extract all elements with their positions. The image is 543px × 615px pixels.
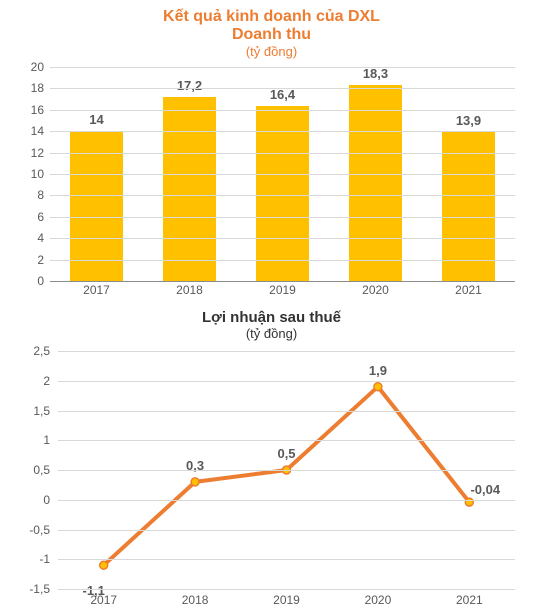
bar-y-axis: 02468101214161820	[18, 67, 48, 281]
line-y-tick: 2	[43, 374, 50, 388]
line-value-label: 1,9	[369, 363, 387, 378]
bar-x-label: 2021	[422, 283, 515, 305]
line-y-tick: -1	[39, 552, 50, 566]
bar-chart-title-2: Doanh thu	[18, 26, 525, 44]
bar: 17,2	[163, 97, 215, 281]
bar-x-label: 2018	[143, 283, 236, 305]
bar-chart-title-block: Kết quả kinh doanh của DXL Doanh thu (tỷ…	[18, 8, 525, 59]
bar-value-label: 14	[89, 112, 103, 131]
line-x-label: 2018	[149, 593, 240, 615]
line-x-label: 2020	[332, 593, 423, 615]
line-value-label: -0,04	[470, 482, 500, 497]
line-y-tick: 2,5	[33, 344, 50, 358]
bar-x-axis: 20172018201920202021	[50, 283, 515, 305]
bar-gridline	[50, 174, 515, 175]
bar-y-tick: 16	[31, 103, 44, 117]
bar-gridline	[50, 260, 515, 261]
bar-y-tick: 10	[31, 167, 44, 181]
bar-chart: 02468101214161820 1417,216,418,313,9 201…	[18, 67, 525, 305]
bar-x-label: 2020	[329, 283, 422, 305]
line-marker	[374, 383, 382, 391]
bar-x-label: 2017	[50, 283, 143, 305]
bar-baseline	[50, 281, 515, 282]
line-gridline	[58, 500, 515, 501]
bar-y-tick: 8	[37, 188, 44, 202]
bar-y-tick: 18	[31, 81, 44, 95]
bar-gridline	[50, 67, 515, 68]
bar-y-tick: 20	[31, 60, 44, 74]
line-y-tick: 1,5	[33, 404, 50, 418]
bar-gridline	[50, 153, 515, 154]
bar-y-tick: 2	[37, 253, 44, 267]
line-gridline	[58, 381, 515, 382]
line-y-tick: -1,5	[29, 582, 50, 596]
bar: 18,3	[349, 85, 401, 281]
line-x-label: 2021	[424, 593, 515, 615]
line-gridline	[58, 351, 515, 352]
bar-gridline	[50, 195, 515, 196]
line-gridline	[58, 559, 515, 560]
bar-gridline	[50, 88, 515, 89]
bar-value-label: 18,3	[363, 66, 388, 85]
bar-gridline	[50, 217, 515, 218]
bar-y-tick: 0	[37, 274, 44, 288]
bar: 14	[70, 131, 122, 281]
bar-y-tick: 14	[31, 124, 44, 138]
line-chart-title: Lợi nhuận sau thuế	[18, 309, 525, 326]
line-path	[104, 387, 470, 566]
line-y-tick: 1	[43, 433, 50, 447]
line-value-label: 0,5	[277, 446, 295, 461]
line-gridline	[58, 411, 515, 412]
bar-x-label: 2019	[236, 283, 329, 305]
line-x-label: 2019	[241, 593, 332, 615]
bar-y-tick: 6	[37, 210, 44, 224]
bar-gridline	[50, 238, 515, 239]
line-marker	[100, 561, 108, 569]
bar-y-tick: 4	[37, 231, 44, 245]
line-chart: -1,5-1-0,500,511,522,5 -1,10,30,51,9-0,0…	[18, 345, 525, 615]
line-gridline	[58, 589, 515, 590]
line-x-label: 2017	[58, 593, 149, 615]
line-x-axis: 20172018201920202021	[58, 593, 515, 615]
line-chart-title-block: Lợi nhuận sau thuế (tỷ đồng)	[18, 309, 525, 341]
bar-gridline	[50, 131, 515, 132]
line-y-tick: -0,5	[29, 523, 50, 537]
line-gridline	[58, 470, 515, 471]
line-gridline	[58, 530, 515, 531]
line-chart-subtitle: (tỷ đồng)	[18, 326, 525, 341]
bar-value-label: 13,9	[456, 113, 481, 132]
line-y-tick: 0	[43, 493, 50, 507]
line-gridline	[58, 440, 515, 441]
bar-chart-subtitle: (tỷ đồng)	[18, 44, 525, 59]
bar-gridline	[50, 110, 515, 111]
line-y-axis: -1,5-1-0,500,511,522,5	[18, 351, 56, 589]
bar-chart-title-1: Kết quả kinh doanh của DXL	[18, 8, 525, 26]
line-chart-container: Lợi nhuận sau thuế (tỷ đồng) -1,5 -1 -0,5 0…	[18, 309, 525, 615]
bar-chart-container: Kết quả kinh doanh của DXL Doanh thu (tỷ…	[18, 8, 525, 305]
line-marker	[191, 478, 199, 486]
bar-y-tick: 12	[31, 146, 44, 160]
line-y-tick: 0,5	[33, 463, 50, 477]
